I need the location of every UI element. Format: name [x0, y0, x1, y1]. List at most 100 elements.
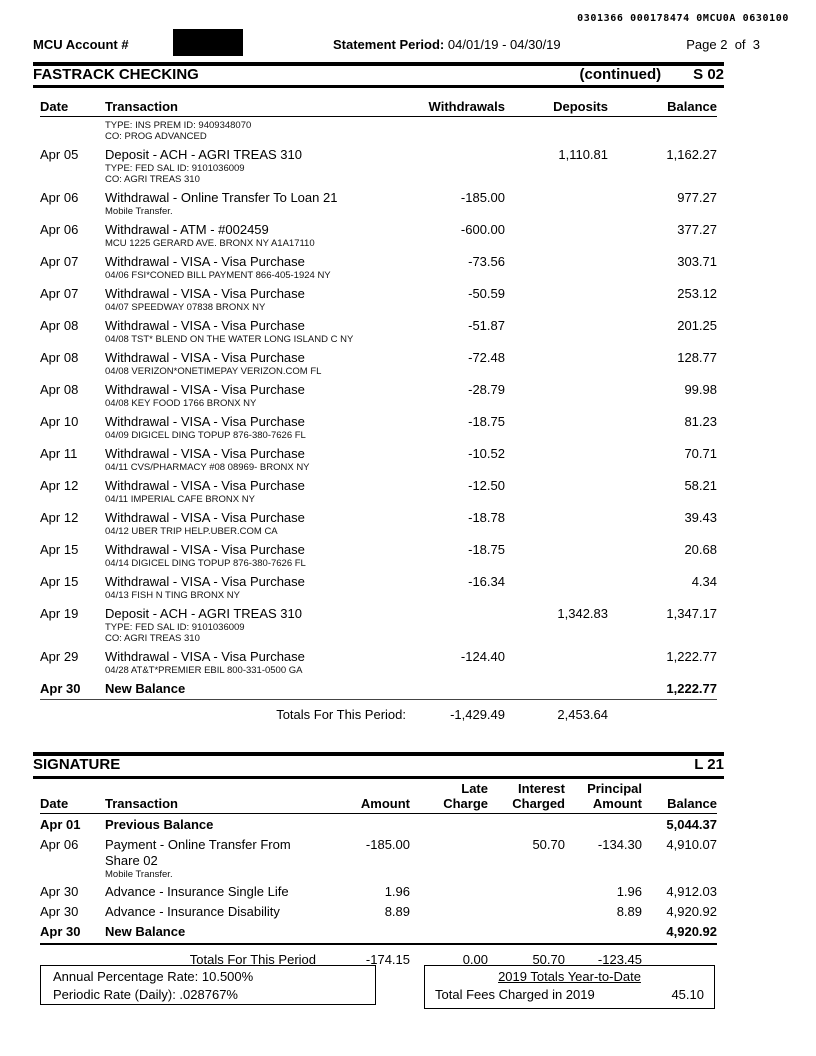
- txn-description: Withdrawal - VISA - Visa Purchase: [105, 350, 305, 365]
- txn-balance: 1,347.17: [666, 606, 717, 621]
- loan-interest-charged: [488, 884, 565, 900]
- txn-deposits: 1,342.83: [557, 606, 608, 621]
- txn-deposits: [505, 222, 608, 238]
- loan-amount: [330, 817, 410, 833]
- transaction-row: Apr 06 Payment - Online Transfer From Sha…: [40, 837, 717, 880]
- txn-date: Apr 10: [40, 414, 79, 429]
- loan-amount: -185.00: [365, 837, 410, 852]
- checking-section-title: FASTRACK CHECKING: [33, 66, 199, 83]
- col-header-balance: Balance: [667, 796, 717, 811]
- txn-date: Apr 08: [40, 382, 79, 397]
- loan-code: L 21: [694, 756, 724, 773]
- txn-date: Apr 12: [40, 478, 79, 493]
- txn-withdrawals: [420, 147, 505, 163]
- signature-loan-table: Date Transaction Amount Late Charge Inte…: [40, 781, 717, 968]
- txn-balance: 81.23: [684, 414, 717, 429]
- txn-balance: 20.68: [684, 542, 717, 557]
- checking-table: Date Transaction Withdrawals Deposits Ba…: [40, 99, 717, 723]
- loan-interest-charged: [488, 904, 565, 920]
- checking-table-body: TYPE: INS PREM ID: 9409348070 CO: PROG AD…: [40, 120, 717, 700]
- transaction-detail: 04/08 TST* BLEND ON THE WATER LONG ISLAN…: [105, 334, 354, 345]
- transaction-detail: 04/08 VERIZON*ONETIMEPAY VERIZON.COM FL: [105, 366, 322, 377]
- txn-deposits: [505, 478, 608, 494]
- checking-table-header: Date Transaction Withdrawals Deposits Ba…: [40, 99, 717, 117]
- col-header-date: Date: [40, 99, 69, 114]
- loan-amount: 1.96: [384, 884, 410, 899]
- txn-date: Apr 11: [40, 446, 78, 461]
- txn-withdrawals: -124.40: [460, 649, 505, 664]
- loan-principal-amount: 1.96: [616, 884, 642, 899]
- transaction-detail: 04/13 FISH N TING BRONX NY: [105, 590, 240, 601]
- txn-description: Withdrawal - VISA - Visa Purchase: [105, 478, 305, 493]
- txn-description: Withdrawal - VISA - Visa Purchase: [105, 254, 305, 269]
- txn-deposits: [505, 190, 608, 206]
- loan-interest-charged: 50.70: [532, 837, 565, 852]
- apr-info-box: Annual Percentage Rate: 10.500% Periodic…: [40, 965, 376, 1005]
- ytd-fees-label: Total Fees Charged in 2019: [435, 987, 595, 1002]
- transaction-row: Apr 29 Withdrawal - VISA - Visa Purchase -…: [40, 649, 717, 676]
- loan-date: Apr 06: [40, 837, 79, 852]
- col-header-deposits: Deposits: [553, 99, 608, 114]
- transaction-row: Apr 05 Deposit - ACH - AGRI TREAS 310 1,11…: [40, 147, 717, 185]
- transaction-detail: Mobile Transfer.: [105, 206, 173, 217]
- txn-deposits: 1,110.81: [558, 147, 608, 162]
- loan-interest-charged: [488, 817, 565, 833]
- transaction-detail: MCU 1225 GERARD AVE. BRONX NY A1A17110: [105, 238, 315, 249]
- txn-date: Apr 08: [40, 318, 79, 333]
- col-header-interest-charged: Interest Charged: [512, 781, 565, 811]
- txn-balance: 128.77: [677, 350, 717, 365]
- loan-description: Advance - Insurance Disability: [105, 904, 280, 919]
- totals-label: Totals For This Period:: [276, 707, 406, 722]
- totals-label: Totals For This Period: [189, 952, 316, 967]
- statement-period-label: Statement Period:: [333, 37, 445, 52]
- transaction-detail: 04/14 DIGICEL DING TOPUP 876-380-7626 FL: [105, 558, 306, 569]
- txn-withdrawals: -185.00: [460, 190, 505, 205]
- transaction-detail: CO: AGRI TREAS 310: [105, 174, 200, 185]
- transaction-row: Apr 30 New Balance 4,920.92: [40, 924, 717, 945]
- ytd-fees-row: Total Fees Charged in 2019 45.10: [435, 986, 704, 1004]
- loan-date: Apr 30: [40, 924, 81, 939]
- signature-totals-row: Totals For This Period -174.15 0.00 50.7…: [40, 952, 717, 968]
- loan-description: New Balance: [105, 924, 186, 939]
- col-header-late-charge: Late Charge: [443, 781, 488, 811]
- txn-deposits: [505, 318, 608, 334]
- txn-balance: 4.34: [691, 574, 717, 589]
- signature-section-header: SIGNATURE L 21: [33, 756, 724, 773]
- txn-deposits: [505, 574, 608, 590]
- txn-date: Apr 06: [40, 222, 79, 237]
- divider-rule: [33, 776, 724, 779]
- txn-balance: 377.27: [677, 222, 717, 237]
- transaction-row: Apr 19 Deposit - ACH - AGRI TREAS 310 1,34…: [40, 606, 717, 644]
- loan-late-charge: [410, 837, 488, 869]
- loan-late-charge: [410, 924, 488, 940]
- transaction-detail: 04/11 IMPERIAL CAFE BRONX NY: [105, 494, 255, 505]
- totals-withdrawals: -1,429.49: [450, 707, 505, 722]
- txn-date: Apr 12: [40, 510, 79, 525]
- transaction-detail: 04/12 UBER TRIP HELP.UBER.COM CA: [105, 526, 278, 537]
- txn-withdrawals: -18.75: [468, 414, 505, 429]
- loan-description: Previous Balance: [105, 817, 214, 832]
- txn-withdrawals: -10.52: [468, 446, 505, 461]
- txn-balance: 1,222.77: [666, 649, 717, 664]
- col-header-transaction: Transaction: [105, 99, 178, 114]
- txn-description: Withdrawal - Online Transfer To Loan 21: [105, 190, 338, 205]
- transaction-row: TYPE: INS PREM ID: 9409348070 CO: PROG AD…: [40, 120, 717, 142]
- transaction-row: Apr 30 Advance - Insurance Disability 8.89…: [40, 904, 717, 920]
- loan-description: Advance - Insurance Single Life: [105, 884, 289, 899]
- signature-section-title: SIGNATURE: [33, 756, 121, 773]
- txn-description: Withdrawal - VISA - Visa Purchase: [105, 510, 305, 525]
- txn-withdrawals: -51.87: [468, 318, 505, 333]
- transaction-detail: 04/06 FSI*CONED BILL PAYMENT 866-405-192…: [105, 270, 331, 281]
- txn-description: Withdrawal - VISA - Visa Purchase: [105, 414, 305, 429]
- loan-balance: 4,912.03: [666, 884, 717, 899]
- loan-balance: 4,920.92: [666, 904, 717, 919]
- txn-date: Apr 07: [40, 254, 79, 269]
- txn-description: Withdrawal - VISA - Visa Purchase: [105, 286, 305, 301]
- divider-rule: [33, 85, 724, 88]
- txn-deposits: [505, 414, 608, 430]
- col-header-principal-amount: Principal Amount: [587, 781, 642, 811]
- txn-deposits: [505, 542, 608, 558]
- txn-deposits: [505, 510, 608, 526]
- loan-principal-amount: 8.89: [616, 904, 642, 919]
